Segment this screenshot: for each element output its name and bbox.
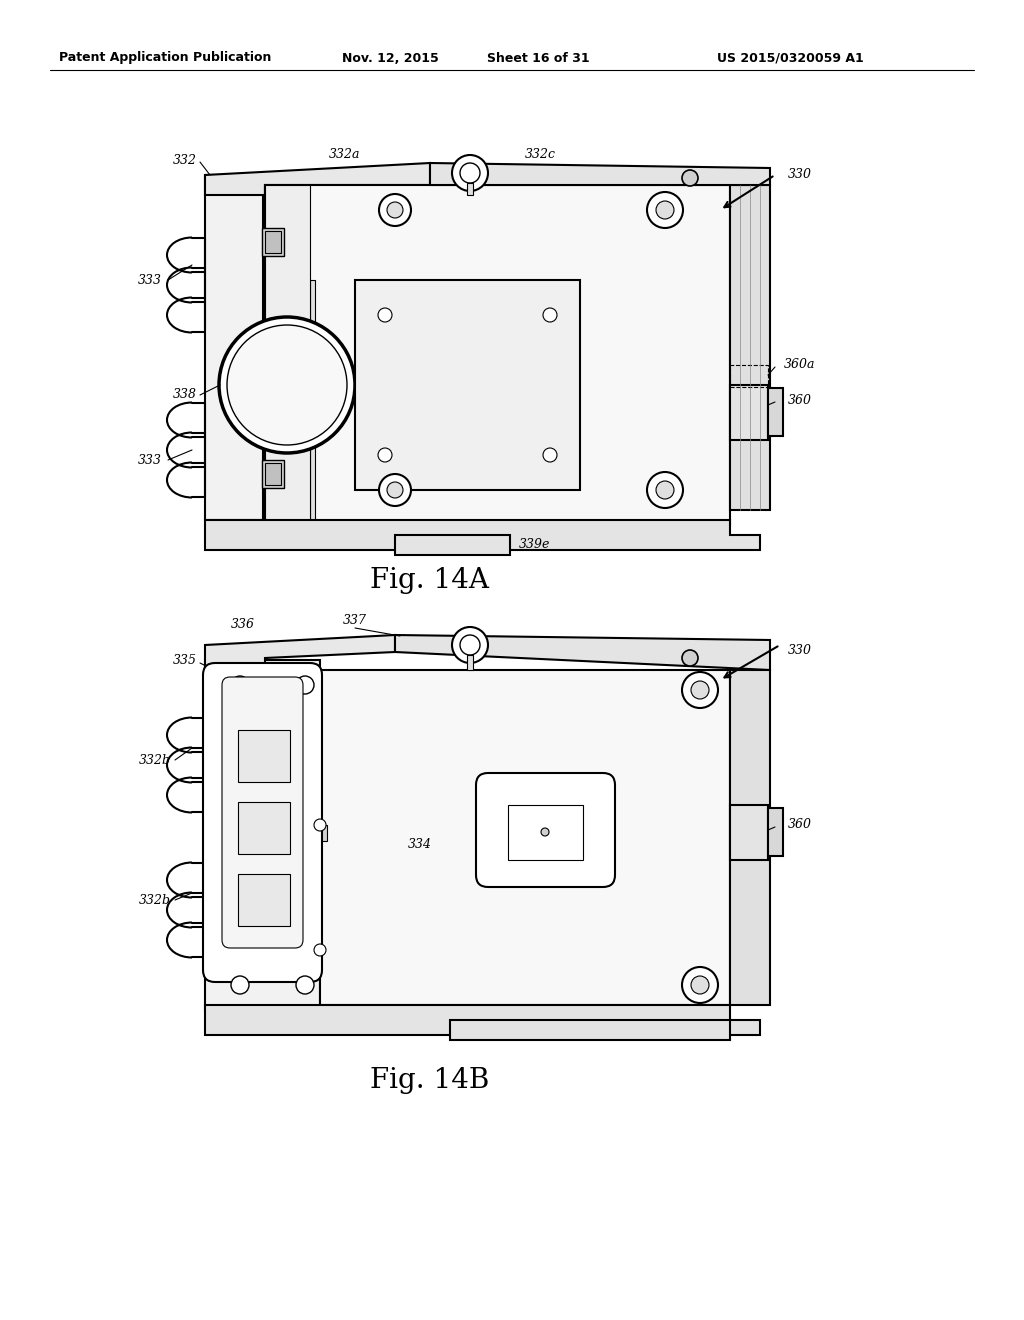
Circle shape xyxy=(452,154,488,191)
Text: 330: 330 xyxy=(788,169,812,181)
Circle shape xyxy=(656,480,674,499)
Circle shape xyxy=(378,308,392,322)
Bar xyxy=(730,385,768,440)
Polygon shape xyxy=(205,635,395,672)
Circle shape xyxy=(314,818,326,832)
Polygon shape xyxy=(205,162,430,195)
Polygon shape xyxy=(730,185,770,510)
Circle shape xyxy=(691,681,709,700)
Text: Fig. 14B: Fig. 14B xyxy=(371,1067,489,1093)
Circle shape xyxy=(543,447,557,462)
Bar xyxy=(467,655,473,671)
Polygon shape xyxy=(205,1005,760,1035)
Polygon shape xyxy=(450,1020,730,1040)
Bar xyxy=(768,808,783,855)
Circle shape xyxy=(682,968,718,1003)
Circle shape xyxy=(452,627,488,663)
Text: 333: 333 xyxy=(138,454,162,466)
Bar xyxy=(262,228,284,256)
Circle shape xyxy=(682,649,698,667)
Text: 335: 335 xyxy=(173,653,197,667)
Circle shape xyxy=(647,191,683,228)
Text: 332: 332 xyxy=(173,153,197,166)
Bar xyxy=(730,366,768,387)
Text: 360: 360 xyxy=(788,393,812,407)
Bar xyxy=(205,176,263,520)
Bar xyxy=(262,459,284,488)
Circle shape xyxy=(378,447,392,462)
Bar xyxy=(265,185,730,525)
Polygon shape xyxy=(430,162,770,185)
Text: Nov. 12, 2015: Nov. 12, 2015 xyxy=(342,51,438,65)
Text: Patent Application Publication: Patent Application Publication xyxy=(58,51,271,65)
Bar xyxy=(730,805,768,861)
Circle shape xyxy=(682,170,698,186)
Circle shape xyxy=(296,975,314,994)
Polygon shape xyxy=(730,671,770,1005)
Circle shape xyxy=(231,975,249,994)
Circle shape xyxy=(691,975,709,994)
Bar xyxy=(265,463,281,484)
Bar xyxy=(467,183,473,195)
Text: US 2015/0320059 A1: US 2015/0320059 A1 xyxy=(717,51,863,65)
Text: 332c: 332c xyxy=(524,149,555,161)
Text: 336: 336 xyxy=(231,619,255,631)
Circle shape xyxy=(656,201,674,219)
Polygon shape xyxy=(205,520,760,550)
Text: 339e: 339e xyxy=(519,539,551,552)
Circle shape xyxy=(296,676,314,694)
Polygon shape xyxy=(395,635,770,671)
Circle shape xyxy=(682,672,718,708)
Bar xyxy=(238,803,290,854)
Circle shape xyxy=(219,317,355,453)
Bar xyxy=(265,231,281,253)
Circle shape xyxy=(460,162,480,183)
Text: 360: 360 xyxy=(788,818,812,832)
Circle shape xyxy=(647,473,683,508)
Circle shape xyxy=(543,308,557,322)
Bar xyxy=(265,185,310,525)
FancyBboxPatch shape xyxy=(222,677,303,948)
Text: 337: 337 xyxy=(343,614,367,627)
Bar xyxy=(238,730,290,781)
Circle shape xyxy=(387,202,403,218)
Circle shape xyxy=(387,482,403,498)
FancyBboxPatch shape xyxy=(476,774,615,887)
Text: 330: 330 xyxy=(788,644,812,656)
Circle shape xyxy=(227,325,347,445)
Circle shape xyxy=(541,828,549,836)
Text: 332b: 332b xyxy=(139,894,171,907)
Bar xyxy=(768,388,783,436)
Bar xyxy=(355,280,580,490)
Circle shape xyxy=(379,474,411,506)
Bar xyxy=(319,671,730,1005)
FancyBboxPatch shape xyxy=(203,663,322,982)
Bar xyxy=(238,874,290,927)
Polygon shape xyxy=(395,535,510,554)
Text: 334: 334 xyxy=(408,838,432,851)
Bar xyxy=(508,805,583,861)
Text: 333: 333 xyxy=(138,273,162,286)
Text: 338: 338 xyxy=(173,388,197,401)
Circle shape xyxy=(460,635,480,655)
Text: 332b: 332b xyxy=(139,754,171,767)
Text: 332a: 332a xyxy=(330,149,360,161)
Bar xyxy=(310,280,315,525)
Text: Fig. 14A: Fig. 14A xyxy=(371,566,489,594)
Bar xyxy=(205,660,319,1010)
Circle shape xyxy=(314,944,326,956)
Text: Sheet 16 of 31: Sheet 16 of 31 xyxy=(486,51,590,65)
Circle shape xyxy=(379,194,411,226)
Circle shape xyxy=(231,676,249,694)
Bar xyxy=(317,825,327,841)
Text: 360a: 360a xyxy=(784,359,816,371)
